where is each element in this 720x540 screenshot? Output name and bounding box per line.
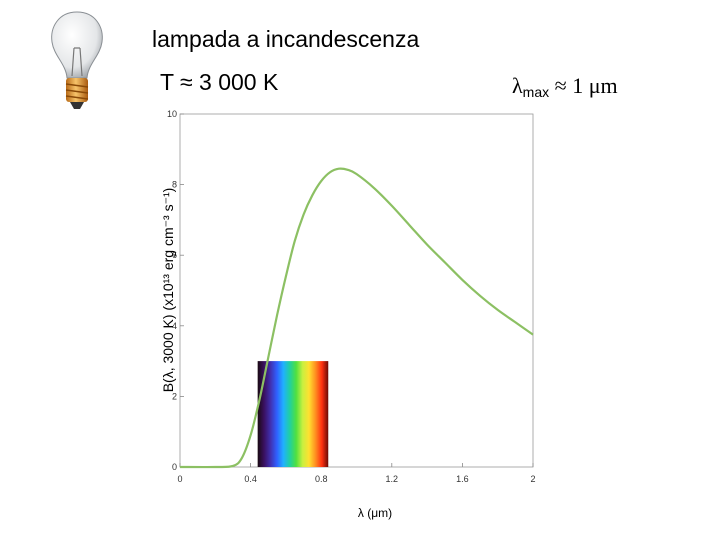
x-axis-label: λ (μm) xyxy=(358,506,392,520)
y-tick-label: 0 xyxy=(172,462,177,472)
planck-curve xyxy=(179,167,534,469)
lambda-max-value: ≈ 1 μm xyxy=(549,73,618,98)
y-axis-label: B(λ, 3000 K) (x10¹³ erg cm⁻³ s⁻¹) xyxy=(160,188,176,393)
x-tick-label: 0.8 xyxy=(315,474,328,484)
y-tick-label: 4 xyxy=(172,321,177,331)
x-tick-label: 2 xyxy=(530,474,535,484)
y-tick-label: 6 xyxy=(172,250,177,260)
visible-spectrum-band xyxy=(257,361,329,467)
y-tick-label: 2 xyxy=(172,391,177,401)
x-tick-label: 1.6 xyxy=(456,474,469,484)
x-tick-label: 0 xyxy=(177,474,182,484)
y-tick-label: 10 xyxy=(167,109,177,119)
y-tick-label: 8 xyxy=(172,180,177,190)
lambda-max-label: λmax ≈ 1 μm xyxy=(512,73,618,100)
lambda-max-sub: max xyxy=(522,84,550,100)
x-tick-label: 0.4 xyxy=(244,474,257,484)
lambda-max-symbol: λ xyxy=(512,73,523,98)
light-bulb-icon xyxy=(51,11,103,109)
page-title: lampada a incandescenza xyxy=(152,26,420,52)
plot-frame xyxy=(179,113,534,468)
temperature-label: T ≈ 3 000 K xyxy=(160,69,279,95)
x-tick-label: 1.2 xyxy=(386,474,399,484)
